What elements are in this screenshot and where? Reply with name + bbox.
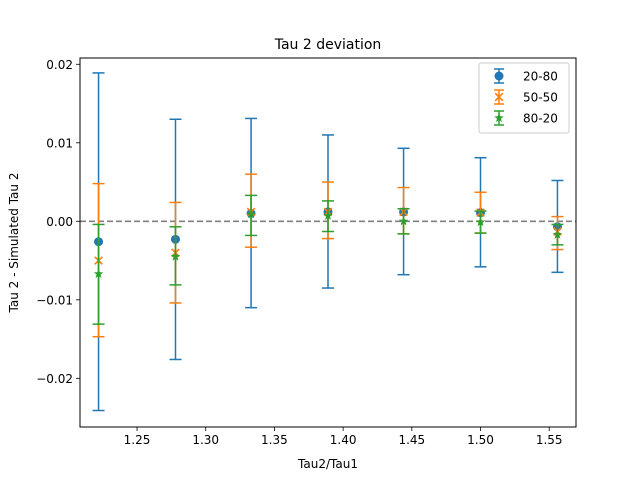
x-tick-label: 1.40 — [330, 433, 357, 447]
legend-item-50-50: 50-50 — [494, 89, 558, 105]
data-point — [475, 217, 486, 227]
series-80-20 — [92, 194, 564, 325]
data-point — [93, 268, 104, 278]
legend: 20-80 50-50 80-20 — [478, 62, 570, 134]
data-point — [246, 209, 256, 219]
data-point — [552, 229, 563, 239]
chart-title: Tau 2 deviation — [274, 37, 382, 53]
x-tick-label: 1.30 — [192, 433, 219, 447]
x-tick-label: 1.45 — [398, 433, 425, 447]
y-tick-label: 0.02 — [46, 58, 73, 72]
y-tick-label: −0.02 — [36, 372, 73, 386]
data-point — [170, 251, 181, 261]
data-point — [398, 216, 409, 226]
y-tick-label: −0.01 — [36, 293, 73, 307]
legend-label: 80-20 — [523, 112, 558, 126]
legend-item-20-80: 20-80 — [494, 68, 558, 84]
x-tick-label: 1.35 — [261, 433, 288, 447]
x-tick-label: 1.55 — [536, 433, 563, 447]
legend-marker — [494, 71, 504, 81]
legend-item-80-20: 80-20 — [494, 110, 558, 126]
axis-ticks: 1.25 1.30 1.35 1.40 1.45 1.50 1.55 −0.02 −0.01 0.… — [36, 58, 562, 447]
legend-label: 50-50 — [523, 91, 558, 105]
x-axis-label: Tau2/Tau1 — [297, 457, 358, 471]
x-tick-label: 1.50 — [467, 433, 494, 447]
legend-marker — [494, 113, 504, 123]
legend-marker — [494, 92, 504, 102]
y-tick-label: 0.00 — [46, 215, 73, 229]
series-layer — [92, 72, 564, 412]
plot-frame — [79, 57, 577, 428]
y-axis-label: Tau 2 - Simulated Tau 2 — [7, 173, 21, 314]
legend-box — [478, 62, 570, 134]
data-point — [323, 210, 333, 220]
x-tick-label: 1.25 — [124, 433, 151, 447]
legend-label: 20-80 — [523, 70, 558, 84]
y-tick-label: 0.01 — [46, 136, 73, 150]
